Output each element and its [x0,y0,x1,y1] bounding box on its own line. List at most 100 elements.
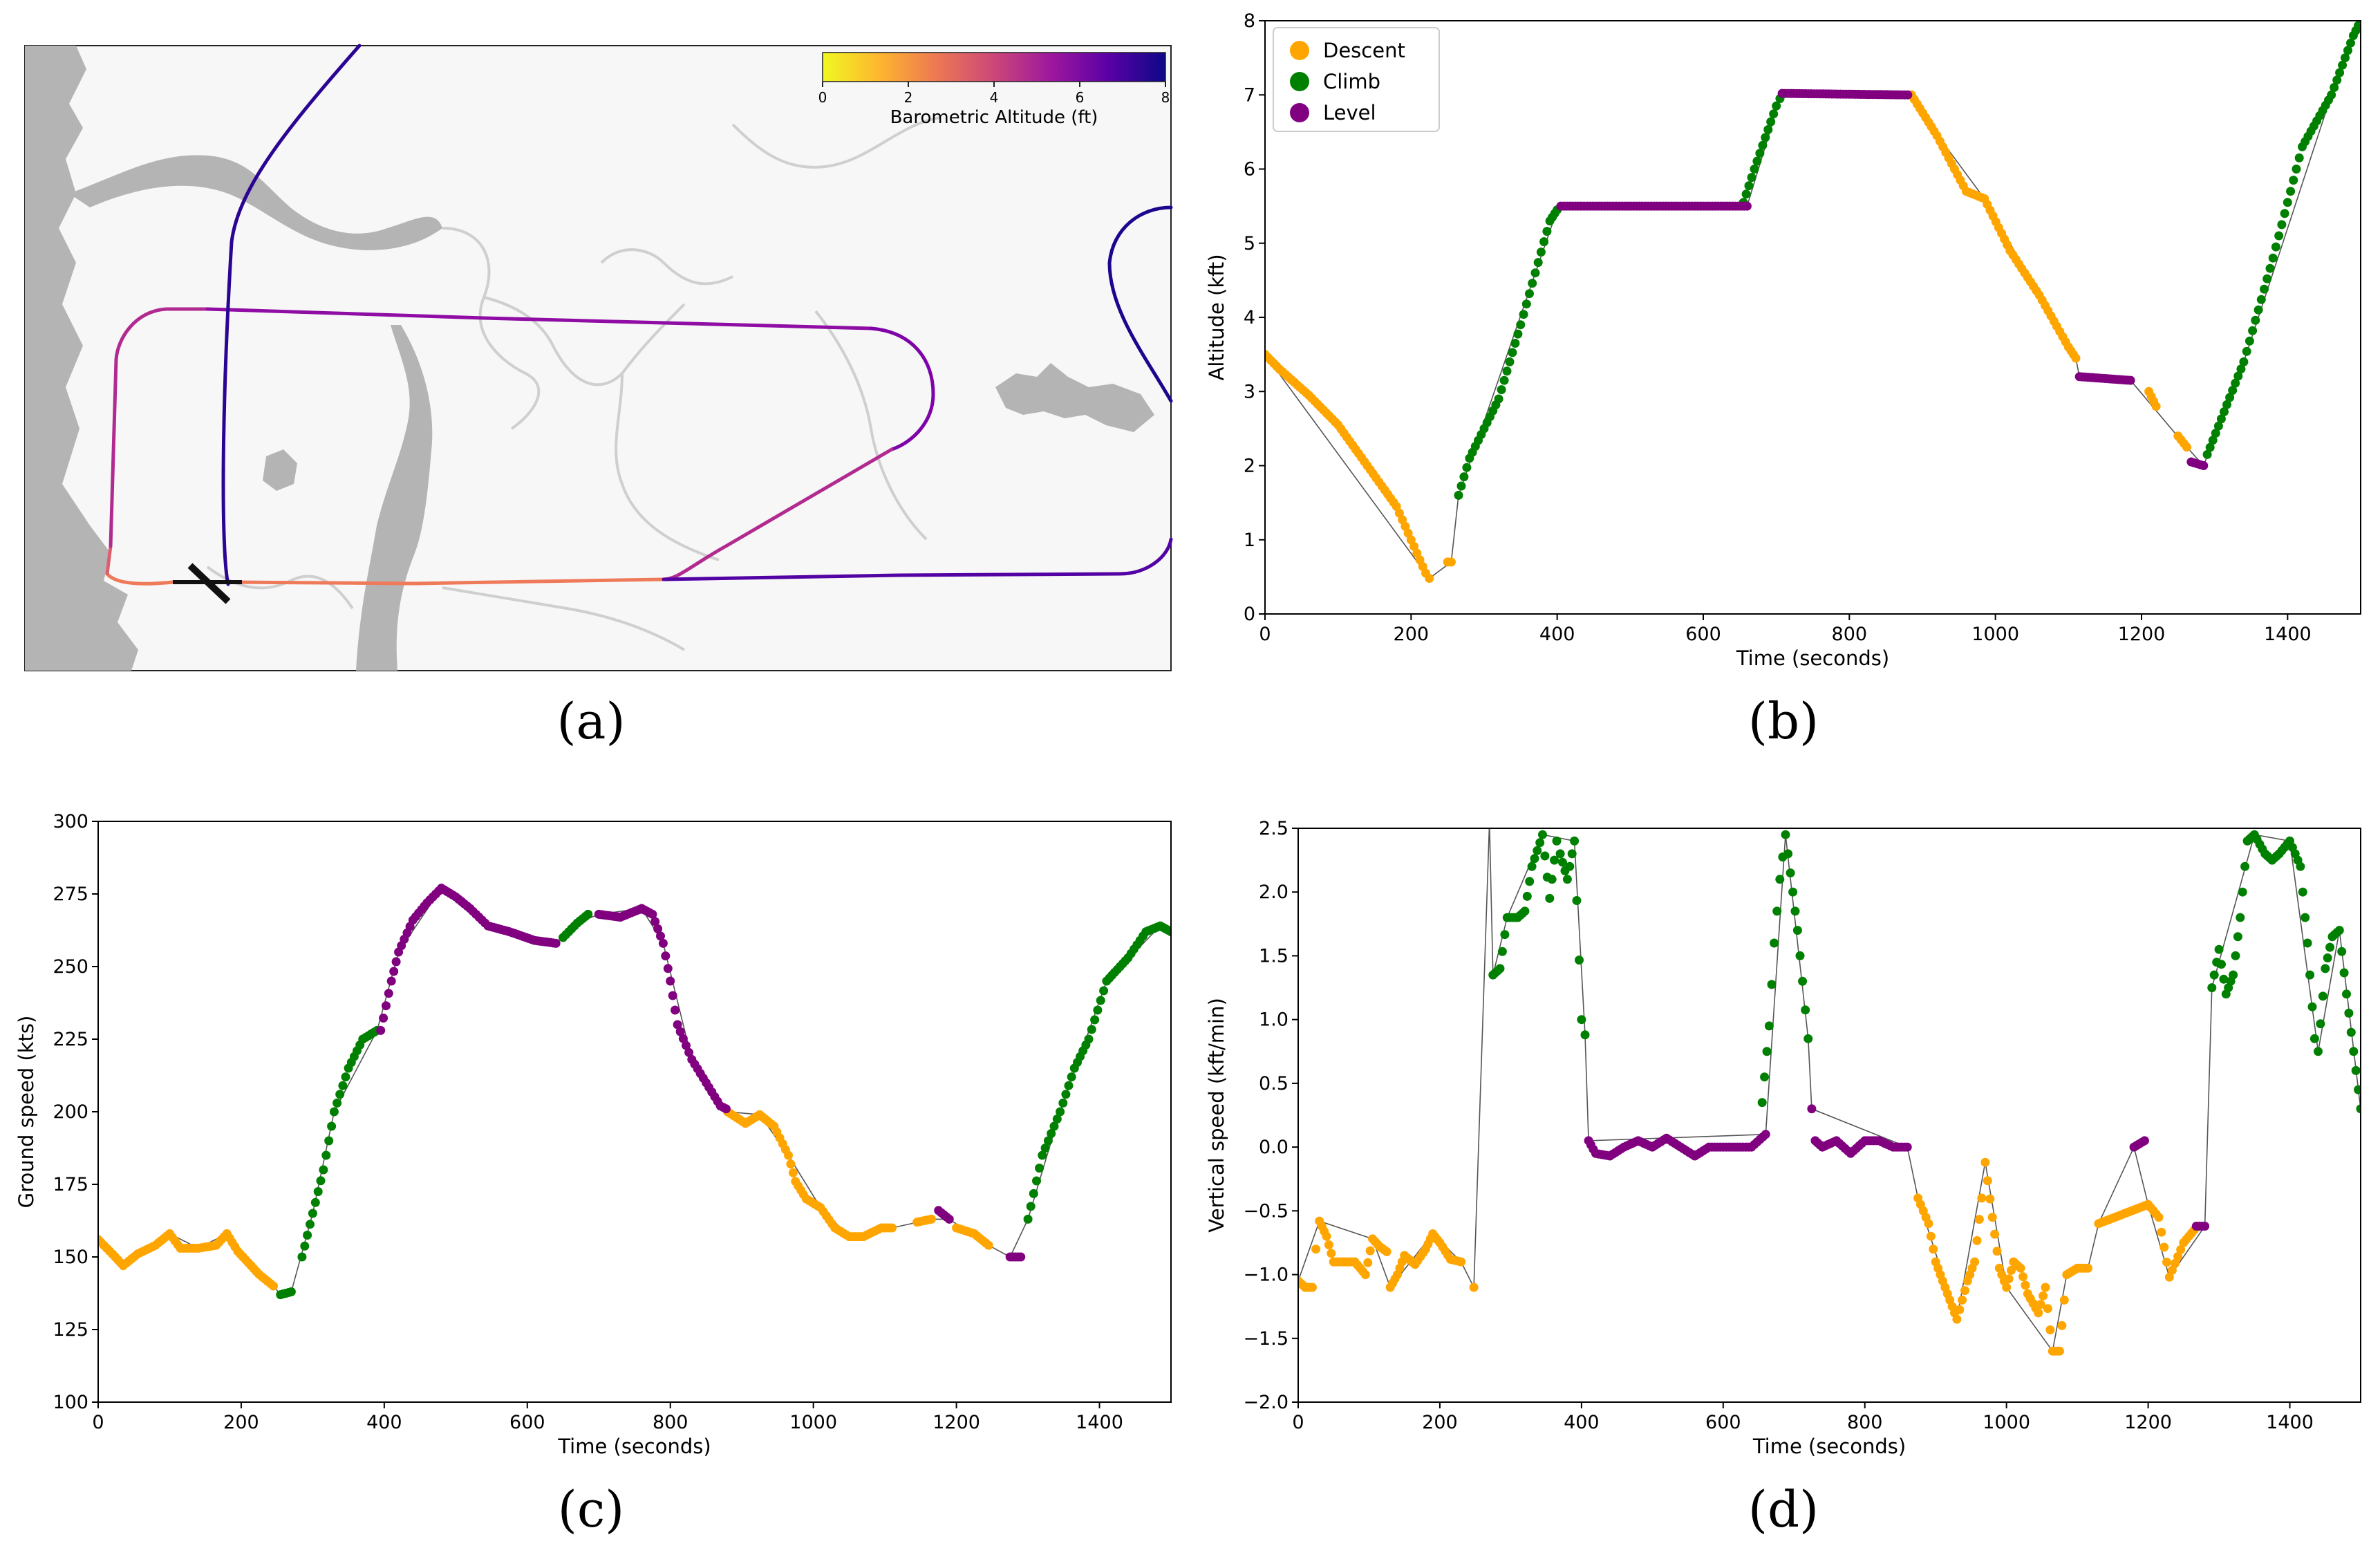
y-axis-label: Vertical speed (kft/min) [1205,998,1228,1233]
data-point [332,1098,342,1108]
data-point [338,1081,348,1090]
data-point [2231,951,2240,960]
x-axis-label: Time (seconds) [1736,646,1889,670]
data-point [2176,1244,2186,1254]
legend-box [1273,27,1440,132]
data-point [2171,1258,2180,1268]
caption-a: (a) [556,692,625,750]
data-point [673,1020,682,1029]
data-point [2325,942,2335,952]
data-point [1567,849,1577,859]
data-point [2002,1283,2012,1292]
data-point [1497,947,1507,956]
data-point [2016,1263,2025,1273]
data-point [1525,877,1535,886]
colorbar-tick-label: 2 [904,89,913,106]
data-point [1409,541,1419,551]
data-point [382,1001,391,1011]
data-point [2351,1065,2361,1075]
y-tick-label: 150 [53,1247,88,1268]
y-tick-label: 250 [53,956,88,978]
legend-label: Climb [1323,70,1380,93]
data-point [2055,1346,2064,1356]
data-point [2209,970,2219,980]
data-point [1562,875,1572,884]
plot-frame [1297,828,2361,1403]
data-point [1764,1021,1774,1031]
data-point [2356,21,2361,26]
data-point [2303,938,2312,948]
data-point [2159,1242,2169,1252]
map-background [24,45,1172,671]
data-point [1801,1005,1810,1015]
data-point [1521,299,1531,309]
data-point [1929,1244,1938,1254]
x-tick-label: 0 [1292,1412,1304,1433]
data-point [1311,1244,1321,1254]
colorbar-tick-label: 0 [818,89,827,106]
data-point [1552,836,1562,846]
y-tick-label: 2 [1244,456,1255,477]
data-point [2004,1274,2014,1284]
data-point [1903,90,1913,100]
data-point [1545,893,1555,903]
data-point [656,931,665,941]
data-point [2286,187,2296,196]
data-point [1061,1090,1071,1099]
data-point [2162,1258,2171,1267]
data-point [1400,521,1410,531]
data-point [1533,258,1543,268]
data-point [1459,472,1469,482]
data-point [376,1025,386,1035]
data-point [1043,1136,1053,1146]
data-point [2151,402,2161,411]
colorbar-tick-label: 8 [1161,89,1170,106]
series-climb [276,909,1171,1300]
y-tick-label: 7 [1244,84,1255,106]
y-tick-label: 8 [1244,10,1255,32]
data-point [1555,849,1565,859]
data-point [2216,414,2226,424]
x-tick-label: 200 [1394,624,1430,645]
data-point [1363,1258,1373,1267]
data-point [1741,189,1751,199]
colorbar-ticks: 0 2 4 6 8 [818,82,1170,106]
data-point [2045,1325,2055,1334]
data-point [2021,1280,2030,1290]
series-level [1556,88,2209,470]
data-point [1772,101,1781,111]
data-point [1747,173,1756,183]
data-point [1308,1283,1317,1292]
data-point [2164,1272,2174,1282]
x-tick-label: 200 [1422,1412,1458,1433]
data-point [2231,378,2240,388]
data-point [2245,336,2254,346]
data-point [784,1150,793,1160]
data-point [1087,1025,1096,1034]
data-point [1565,861,1575,871]
data-point [1985,1194,1995,1204]
data-point [1166,927,1171,937]
data-point [268,1281,278,1291]
data-point [2271,242,2280,252]
data-point [2039,1291,2048,1300]
x-tick-label: 400 [366,1412,402,1433]
data-point [2238,887,2247,897]
colorbar-tick-label: 6 [1076,89,1085,106]
x-axis-label: Time (seconds) [1752,1435,1906,1458]
data-point [327,1121,337,1131]
data-point [1495,964,1505,973]
data-point [2233,371,2243,381]
data-point [1497,385,1506,395]
chart-legend: Descent Climb Level [1273,27,1440,132]
data-point [1026,1202,1036,1211]
data-point [2346,1027,2356,1037]
data-point [1528,279,1537,288]
data-point [1513,329,1523,339]
legend-marker-climb [1290,72,1309,91]
y-tick-label: 1.5 [1259,945,1289,967]
data-point [1757,1098,1767,1108]
plot-area [98,821,1171,1402]
series-descent [1265,90,2192,584]
